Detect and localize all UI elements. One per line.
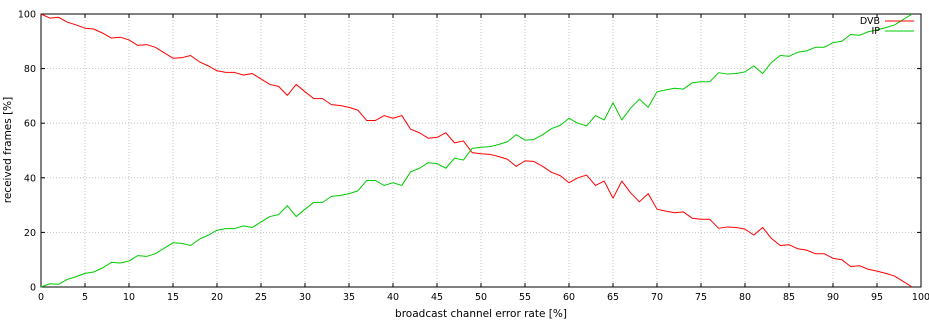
grid <box>41 14 921 287</box>
x-tick-label: 75 <box>695 292 707 303</box>
x-tick-label: 90 <box>827 292 839 303</box>
x-tick-label: 30 <box>299 292 311 303</box>
x-tick-label: 0 <box>38 292 44 303</box>
x-tick-label: 55 <box>519 292 531 303</box>
y-tick-label: 40 <box>24 173 36 184</box>
legend-label-ip: IP <box>871 26 880 37</box>
x-tick-label: 15 <box>167 292 179 303</box>
series-line-ip <box>40 13 913 288</box>
y-axis-label: received frames [%] <box>2 97 14 204</box>
x-tick-label: 65 <box>607 292 619 303</box>
series-line-dvb <box>40 13 913 288</box>
plot-area-border <box>40 13 922 288</box>
x-axis: 0 5 10 15 20 25 30 35 40 45 50 55 60 65 70 75 80 85 90 95 10… <box>38 14 929 303</box>
x-tick-label: 100 <box>912 292 929 303</box>
x-tick-label: 85 <box>783 292 795 303</box>
y-tick-label: 100 <box>18 10 36 21</box>
x-tick-label: 40 <box>387 292 399 303</box>
x-tick-label: 5 <box>82 292 88 303</box>
x-tick-label: 50 <box>475 292 487 303</box>
x-axis-label: broadcast channel error rate [%] <box>395 308 567 320</box>
x-tick-label: 10 <box>123 292 135 303</box>
x-tick-label: 80 <box>739 292 751 303</box>
y-axis: 0 20 40 60 80 100 <box>18 10 921 294</box>
x-tick-label: 45 <box>431 292 443 303</box>
x-tick-label: 35 <box>343 292 355 303</box>
x-tick-label: 95 <box>871 292 883 303</box>
y-tick-label: 0 <box>30 283 36 294</box>
y-tick-label: 20 <box>24 228 36 239</box>
x-tick-label: 60 <box>563 292 575 303</box>
x-tick-label: 25 <box>255 292 267 303</box>
x-tick-label: 20 <box>211 292 223 303</box>
x-tick-label: 70 <box>651 292 663 303</box>
series-lines <box>40 13 913 288</box>
legend-label-dvb: DVB <box>860 16 880 27</box>
y-tick-label: 80 <box>24 64 36 75</box>
y-tick-label: 60 <box>24 119 36 130</box>
